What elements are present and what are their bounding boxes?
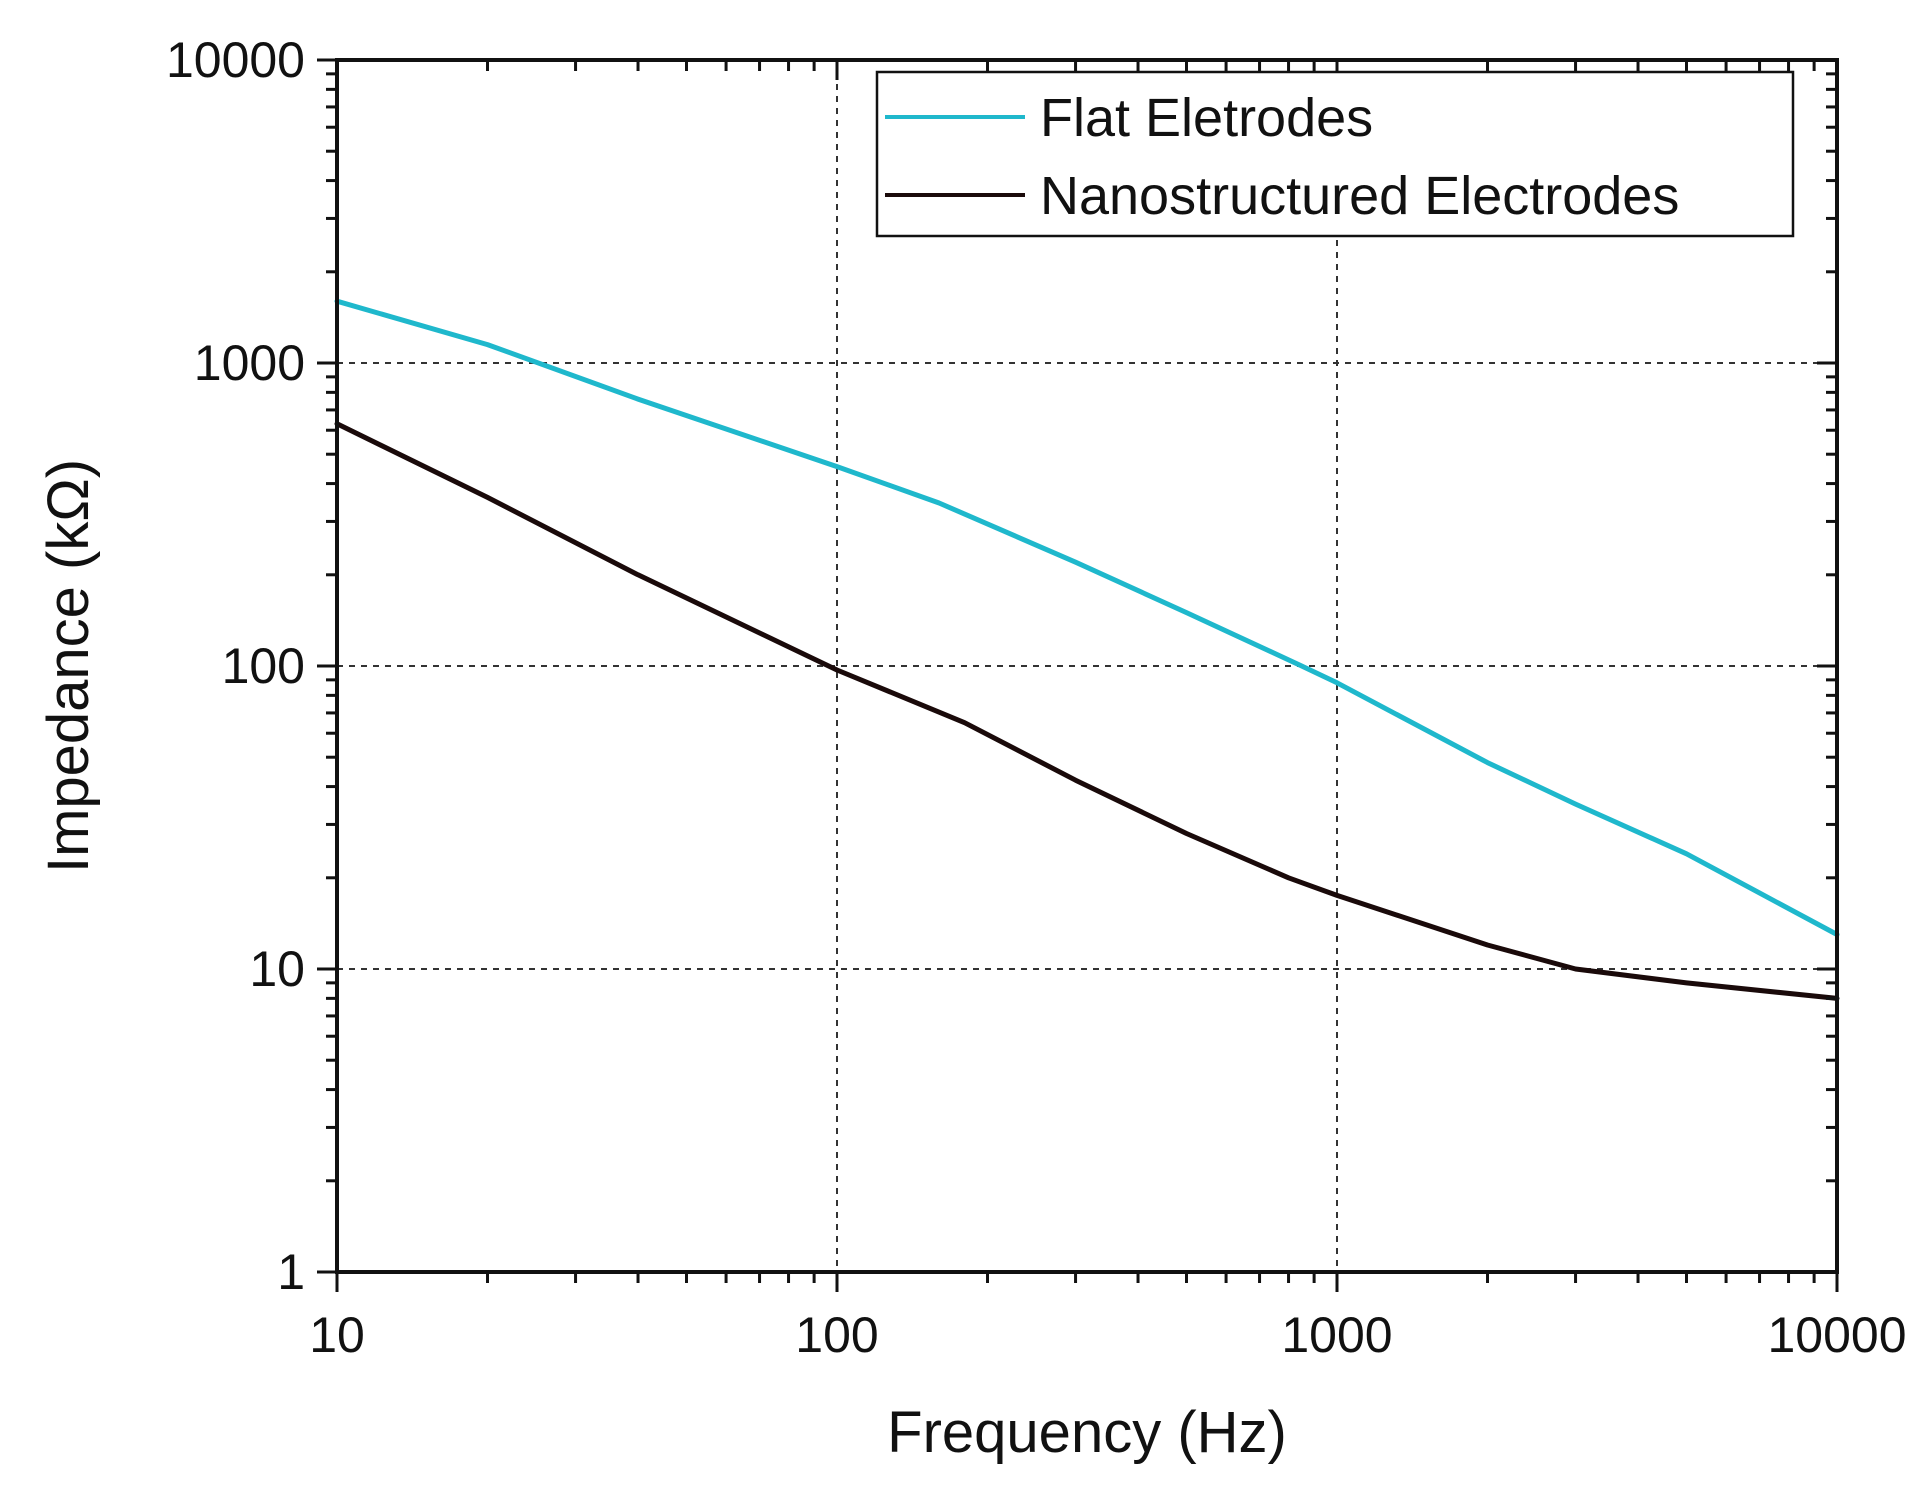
legend: Flat Eletrodes Nanostructured Electrodes [875, 70, 1795, 238]
series-lines [334, 298, 1840, 1001]
axis-ticks [317, 58, 1839, 1292]
y-tick-label: 100 [222, 638, 305, 694]
x-tick-label: 1000 [1281, 1307, 1392, 1363]
legend-label-flat: Flat Eletrodes [1040, 88, 1373, 148]
y-tick-label: 10000 [166, 32, 305, 88]
y-tick-label: 1000 [194, 335, 305, 391]
x-tick-label: 10000 [1767, 1307, 1906, 1363]
y-axis-title: Impedance (kΩ) [36, 459, 101, 873]
series-line-0 [334, 298, 1840, 937]
series-line-1 [334, 421, 1840, 1001]
x-tick-label: 100 [795, 1307, 878, 1363]
y-tick-label: 10 [249, 941, 305, 997]
y-tick-label: 1 [277, 1244, 305, 1300]
legend-label-nanostructured: Nanostructured Electrodes [1040, 166, 1679, 226]
grid-lines [337, 60, 1837, 1272]
legend-box [875, 70, 1795, 238]
x-axis-title: Frequency (Hz) [887, 1400, 1287, 1465]
x-tick-label: 10 [309, 1307, 365, 1363]
